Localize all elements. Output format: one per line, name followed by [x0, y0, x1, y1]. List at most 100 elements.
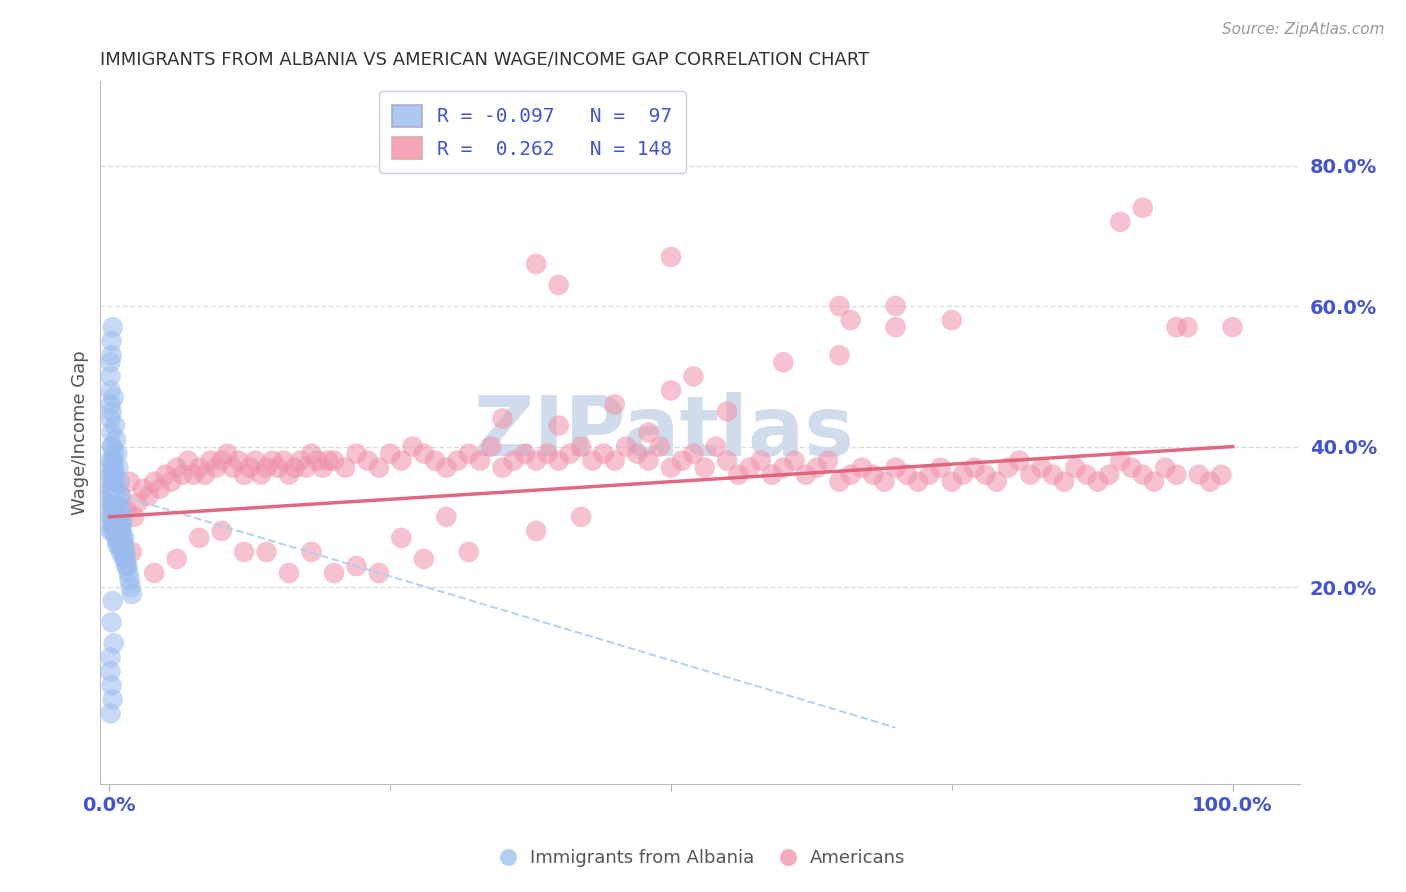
Point: [301, 447, 323, 461]
Point: [100, 404, 122, 418]
Point: [491, 411, 513, 425]
Point: [100, 650, 122, 665]
Point: [100, 334, 122, 349]
Text: ZIPatlas: ZIPatlas: [474, 392, 855, 473]
Point: [401, 440, 423, 454]
Point: [524, 257, 547, 271]
Point: [295, 460, 318, 475]
Point: [603, 397, 626, 411]
Point: [112, 538, 135, 552]
Point: [569, 509, 592, 524]
Point: [491, 460, 513, 475]
Point: [457, 447, 479, 461]
Point: [278, 566, 301, 580]
Point: [704, 440, 727, 454]
Point: [100, 460, 122, 475]
Point: [603, 453, 626, 467]
Point: [105, 503, 128, 517]
Point: [1019, 467, 1042, 482]
Point: [682, 369, 704, 384]
Point: [101, 594, 124, 608]
Point: [1143, 475, 1166, 489]
Point: [693, 460, 716, 475]
Point: [111, 524, 134, 538]
Point: [262, 453, 284, 467]
Point: [1177, 320, 1199, 334]
Point: [547, 453, 569, 467]
Point: [115, 503, 138, 517]
Point: [524, 524, 547, 538]
Point: [107, 460, 129, 475]
Point: [614, 440, 637, 454]
Point: [716, 453, 738, 467]
Point: [110, 489, 132, 503]
Point: [547, 418, 569, 433]
Point: [100, 411, 122, 425]
Point: [312, 460, 335, 475]
Y-axis label: Wage/Income Gap: Wage/Income Gap: [72, 351, 89, 515]
Point: [513, 447, 536, 461]
Point: [233, 467, 256, 482]
Point: [547, 278, 569, 293]
Point: [1064, 460, 1087, 475]
Point: [211, 524, 233, 538]
Point: [101, 320, 124, 334]
Point: [716, 404, 738, 418]
Point: [233, 545, 256, 559]
Point: [110, 489, 132, 503]
Point: [100, 509, 122, 524]
Point: [100, 475, 122, 489]
Point: [357, 453, 380, 467]
Point: [637, 425, 659, 440]
Point: [105, 489, 128, 503]
Point: [110, 545, 132, 559]
Point: [103, 460, 125, 475]
Point: [108, 524, 131, 538]
Point: [100, 440, 122, 454]
Point: [873, 475, 896, 489]
Point: [772, 355, 794, 369]
Point: [941, 475, 963, 489]
Point: [884, 320, 907, 334]
Point: [100, 489, 122, 503]
Point: [107, 516, 129, 531]
Point: [256, 460, 278, 475]
Point: [100, 615, 122, 630]
Point: [100, 397, 122, 411]
Point: [318, 453, 340, 467]
Point: [918, 467, 941, 482]
Point: [389, 531, 412, 545]
Point: [103, 503, 125, 517]
Point: [446, 453, 468, 467]
Point: [104, 496, 127, 510]
Point: [1188, 467, 1211, 482]
Point: [941, 313, 963, 327]
Point: [828, 475, 851, 489]
Point: [761, 467, 783, 482]
Point: [323, 566, 346, 580]
Point: [155, 467, 177, 482]
Point: [104, 418, 127, 433]
Point: [290, 453, 312, 467]
Point: [127, 496, 149, 510]
Point: [118, 573, 141, 587]
Point: [101, 440, 124, 454]
Point: [569, 440, 592, 454]
Point: [104, 467, 127, 482]
Point: [794, 467, 817, 482]
Point: [1053, 475, 1076, 489]
Point: [250, 467, 273, 482]
Point: [100, 516, 122, 531]
Point: [389, 453, 412, 467]
Point: [682, 447, 704, 461]
Point: [143, 566, 166, 580]
Point: [335, 460, 357, 475]
Point: [273, 453, 295, 467]
Point: [166, 460, 188, 475]
Point: [112, 552, 135, 566]
Text: IMMIGRANTS FROM ALBANIA VS AMERICAN WAGE/INCOME GAP CORRELATION CHART: IMMIGRANTS FROM ALBANIA VS AMERICAN WAGE…: [100, 51, 869, 69]
Point: [172, 467, 194, 482]
Point: [1031, 460, 1053, 475]
Point: [105, 509, 128, 524]
Point: [1132, 201, 1154, 215]
